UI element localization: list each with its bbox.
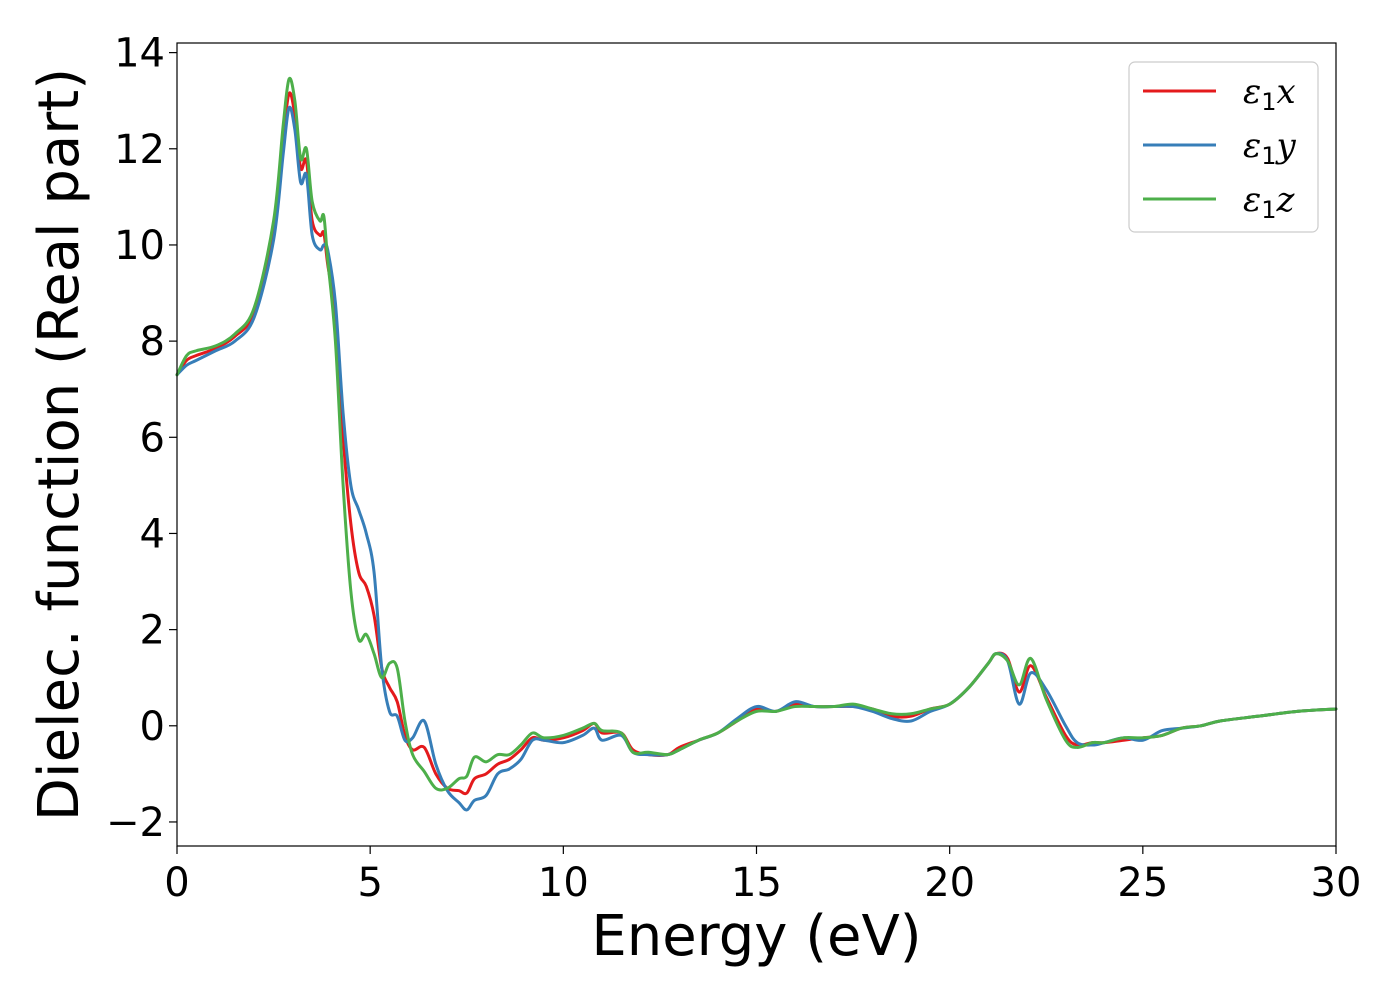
legend-label-y: ε1y xyxy=(1243,126,1297,170)
x-tick-label: 5 xyxy=(357,860,382,906)
y-tick-label: 2 xyxy=(140,608,165,654)
y-tick-label: 14 xyxy=(114,31,165,77)
legend-box xyxy=(1128,61,1319,233)
ticks-layer: 0 5 10 15 20 25 30 −2 0 2 4 6 8 10 12 14 xyxy=(106,31,1361,906)
x-tick-label: 25 xyxy=(1117,860,1168,906)
y-tick-label: 0 xyxy=(140,704,165,750)
y-tick-label: −2 xyxy=(106,800,165,846)
y-tick-label: 12 xyxy=(114,127,165,173)
x-tick-label: 15 xyxy=(731,860,782,906)
y-tick-label: 6 xyxy=(140,415,165,461)
y-tick-label: 8 xyxy=(140,319,165,365)
legend: ε1x ε1y ε1z xyxy=(1128,61,1319,233)
x-tick-label: 0 xyxy=(164,860,189,906)
series-layer xyxy=(175,76,1338,812)
series-line-x xyxy=(175,91,1338,796)
x-tick-label: 30 xyxy=(1311,860,1362,906)
x-tick-label: 10 xyxy=(538,860,589,906)
legend-label-x: ε1x xyxy=(1243,72,1296,116)
legend-label-z: ε1z xyxy=(1243,180,1296,224)
x-tick-label: 20 xyxy=(924,860,975,906)
series-line-z xyxy=(175,76,1338,792)
series-line-y xyxy=(175,105,1338,812)
y-axis-label: Dielec. function (Real part) xyxy=(27,68,92,821)
y-tick-label: 4 xyxy=(140,511,165,557)
x-axis-label: Energy (eV) xyxy=(591,904,921,969)
y-tick-label: 10 xyxy=(114,223,165,269)
